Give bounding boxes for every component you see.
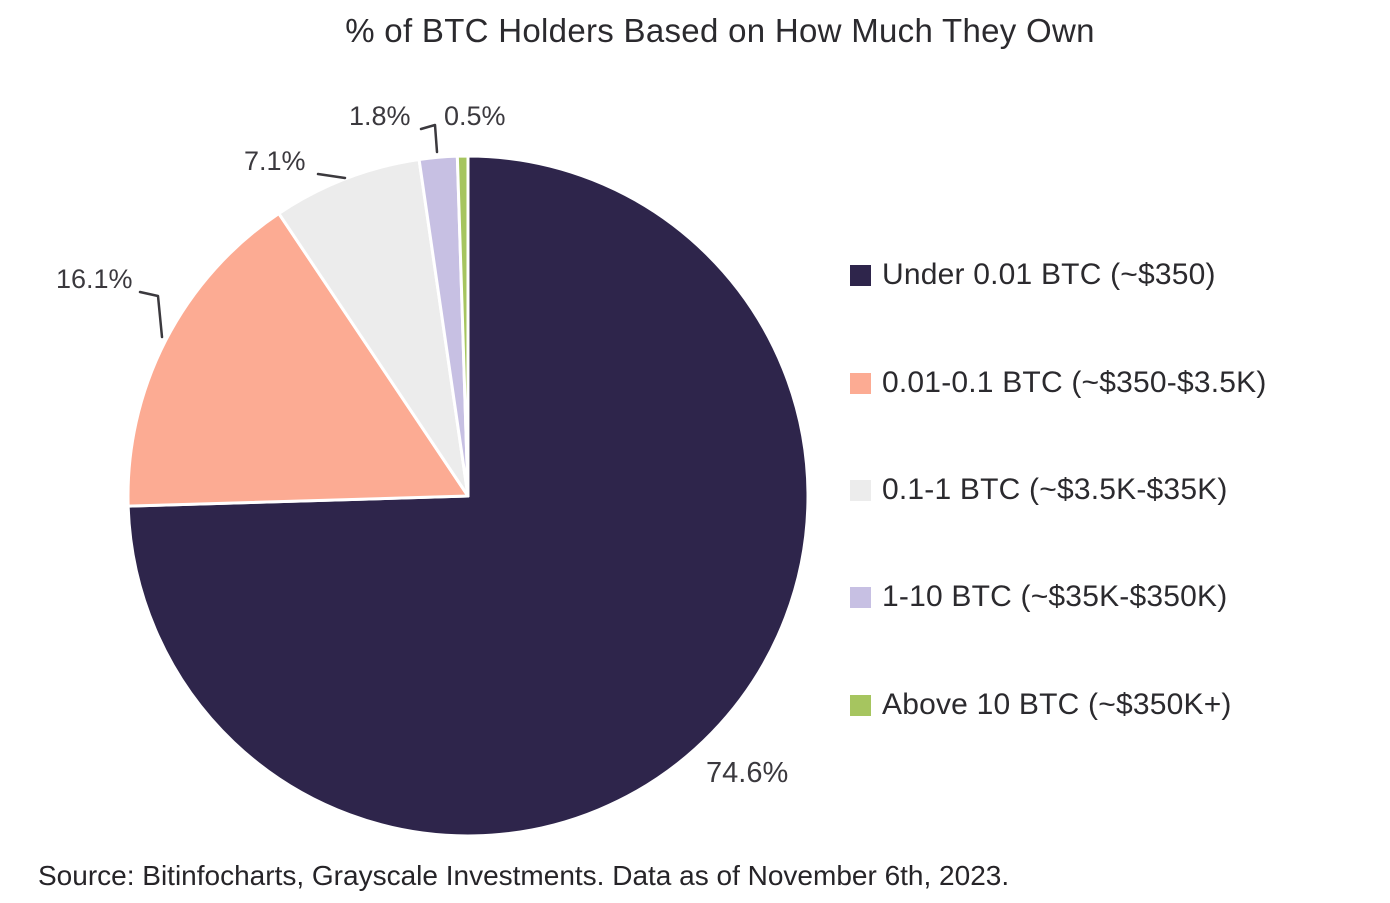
legend-label-001-01: 0.01-0.1 BTC (~$350-$3.5K) [882,366,1267,399]
legend-item-under-001: Under 0.01 BTC (~$350) [850,258,1216,292]
legend-swatch-above-10 [850,694,871,716]
source-note: Source: Bitinfocharts, Grayscale Investm… [38,860,1010,891]
slice-label-above-10: 0.5% [444,101,506,131]
legend-swatch-001-01 [850,372,871,394]
leader-line-16-1 [138,290,164,339]
legend-item-1-10: 1-10 BTC (~$35K-$350K) [850,580,1227,614]
legend-swatch-01-1 [850,479,871,501]
legend-swatch-under-001 [850,264,871,286]
legend-label-01-1: 0.1-1 BTC (~$3.5K-$35K) [882,473,1228,506]
legend-label-1-10: 1-10 BTC (~$35K-$350K) [882,580,1228,613]
legend-item-01-1: 0.1-1 BTC (~$3.5K-$35K) [850,473,1228,507]
slice-label-under-001: 74.6% [706,757,789,789]
legend-swatch-1-10 [850,586,871,608]
slice-label-01-1: 7.1% [244,146,306,176]
pie-slice-1 [126,211,470,508]
slice-label-1-10: 1.8% [349,101,411,131]
leader-lines [138,123,439,339]
leader-line-1-8 [419,123,439,154]
legend-label-under-001: Under 0.01 BTC (~$350) [882,258,1216,291]
legend-item-above-10: Above 10 BTC (~$350K+) [850,688,1232,722]
slice-label-001-01: 16.1% [56,264,133,294]
pie-slices [126,154,810,838]
legend-label-above-10: Above 10 BTC (~$350K+) [882,688,1232,721]
leader-line-7-1 [316,172,347,180]
pie-slice-4 [455,154,470,498]
chart-title: % of BTC Holders Based on How Much They … [345,12,1095,49]
legend-item-001-01: 0.01-0.1 BTC (~$350-$3.5K) [850,366,1267,400]
legend: Under 0.01 BTC (~$350) 0.01-0.1 BTC (~$3… [850,0,1390,903]
